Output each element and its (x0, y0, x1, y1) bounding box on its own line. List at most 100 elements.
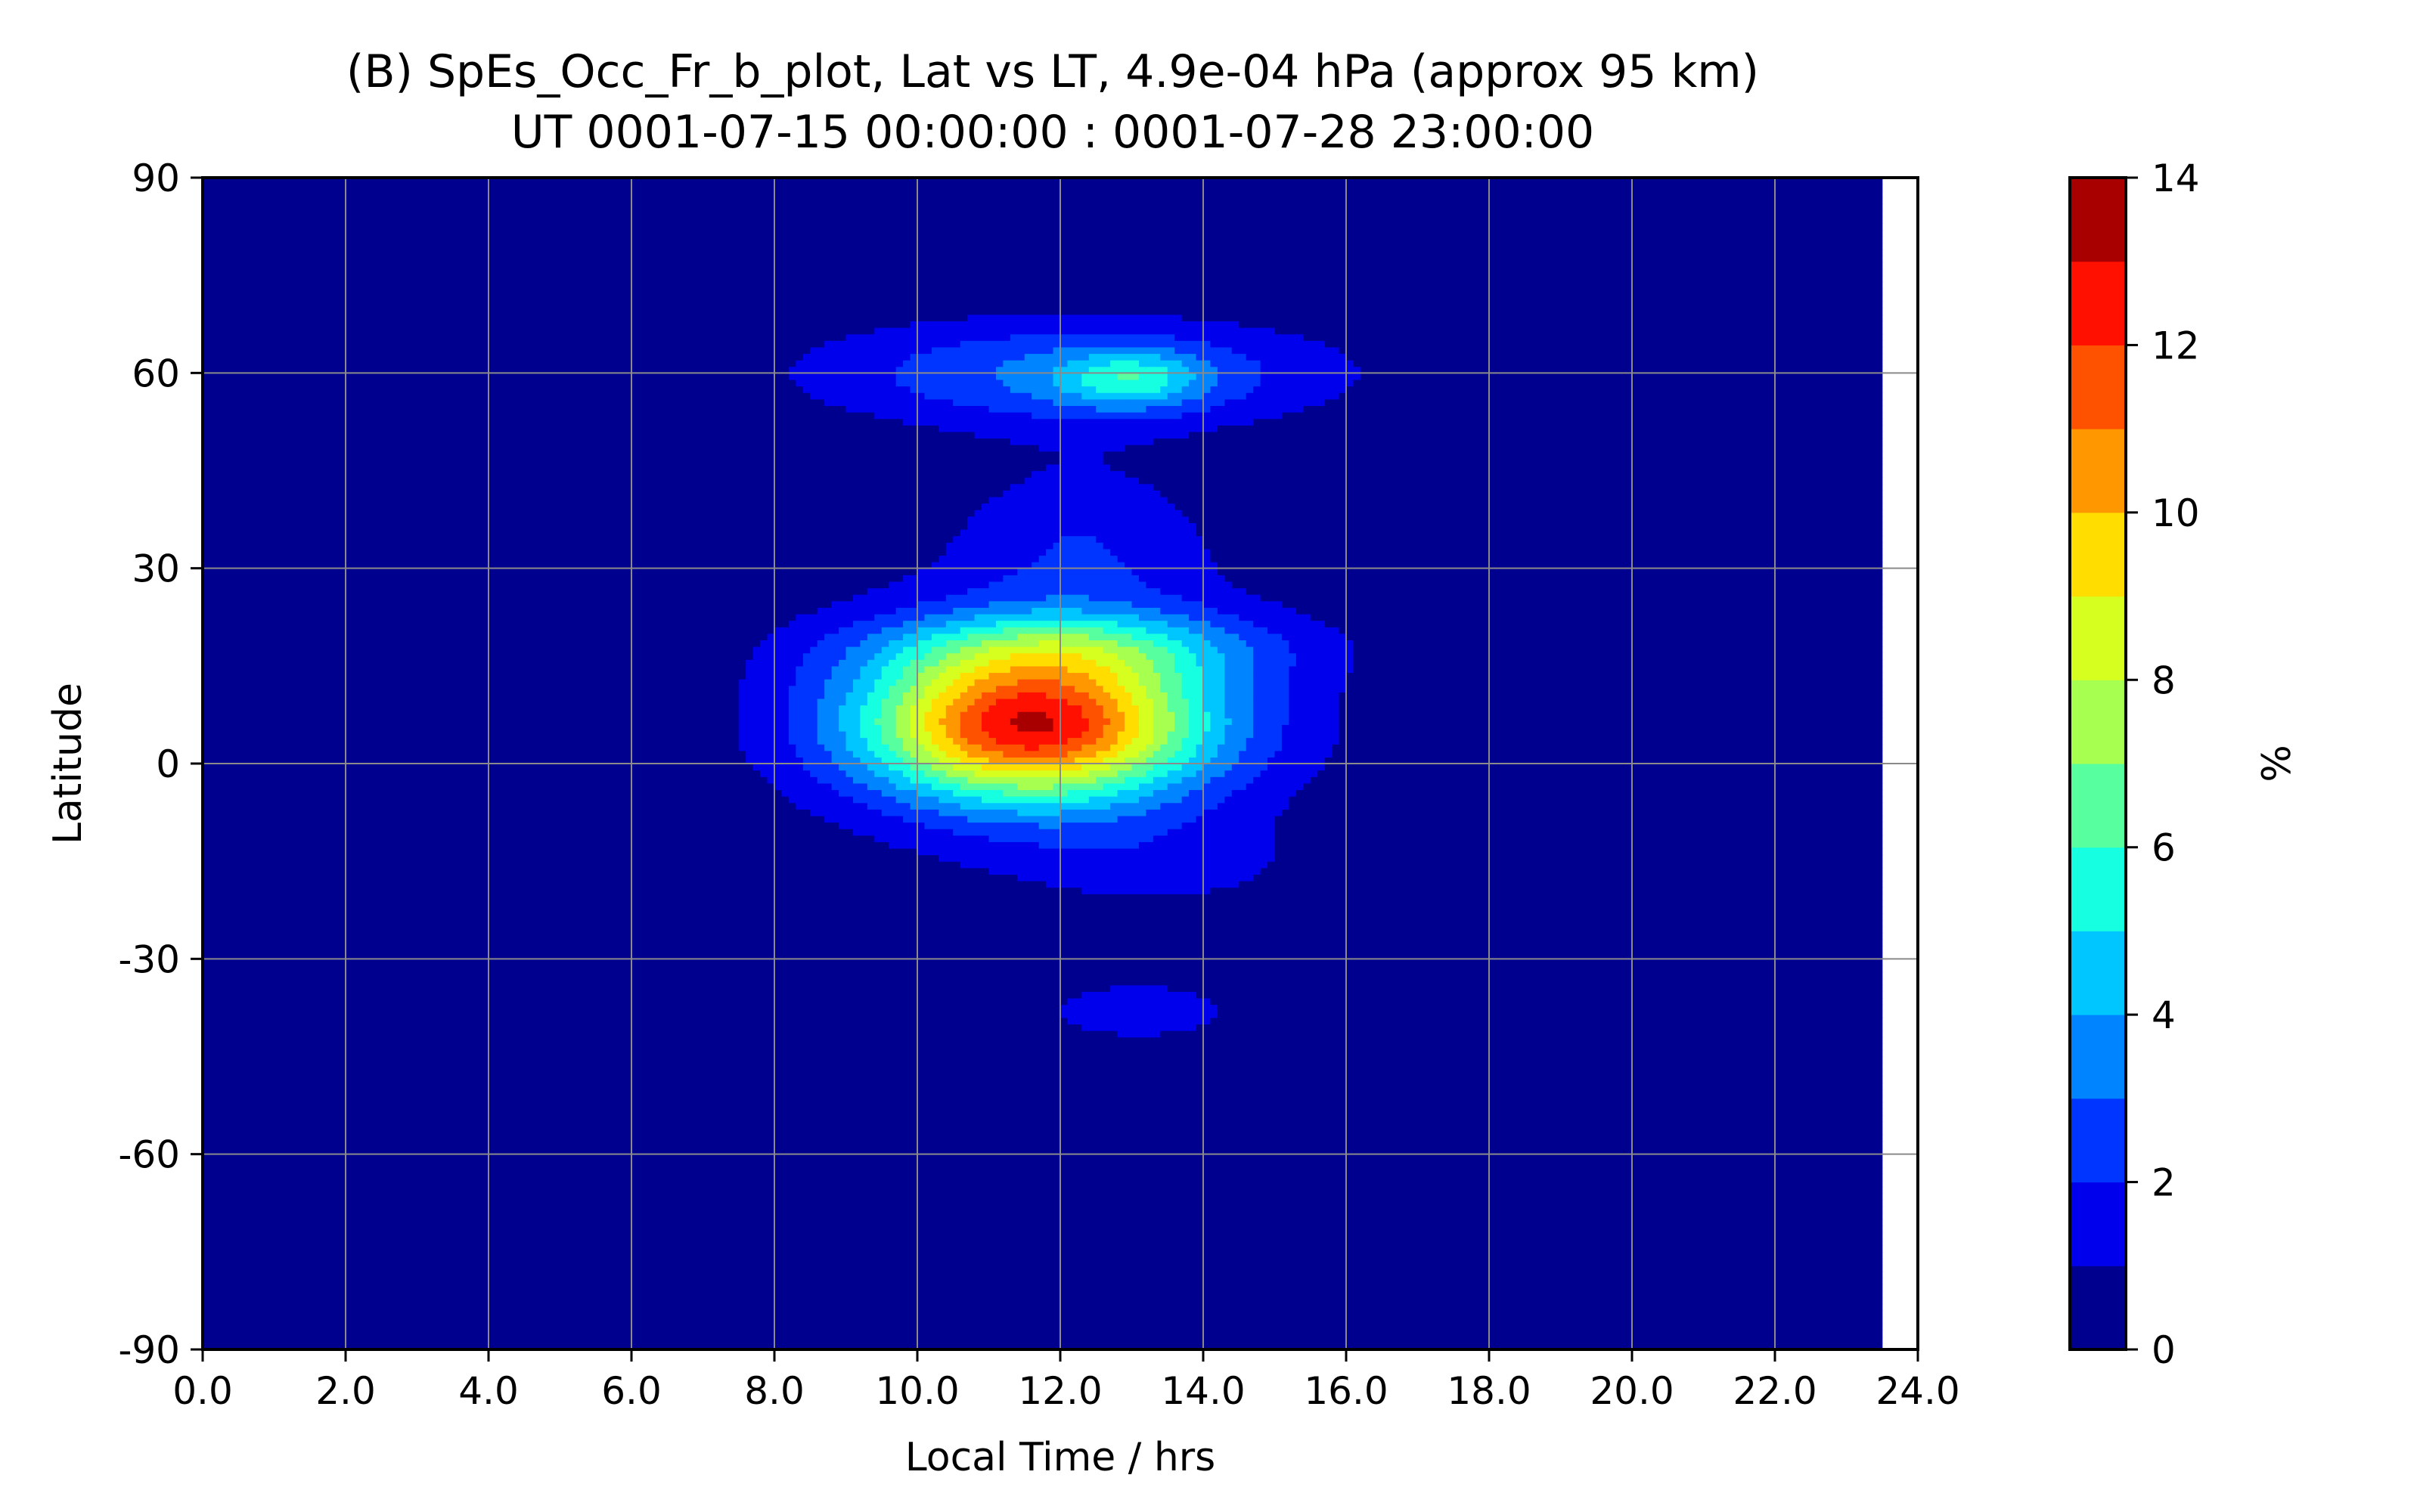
contour-cell (1481, 1343, 1490, 1350)
contour-cell (1103, 1213, 1111, 1220)
contour-cell (1775, 1265, 1783, 1272)
contour-cell (802, 1290, 811, 1298)
contour-cell (760, 1330, 768, 1337)
contour-cell (1761, 1297, 1769, 1305)
contour-cell (1281, 1265, 1289, 1272)
contour-cell (1632, 1343, 1640, 1350)
contour-cell (738, 1251, 746, 1259)
contour-cell (1489, 1336, 1497, 1343)
contour-cell (1210, 1251, 1218, 1259)
contour-cell (417, 1297, 425, 1305)
contour-cell (424, 1219, 432, 1226)
contour-cell (1317, 1330, 1326, 1337)
contour-cell (638, 1290, 647, 1298)
contour-cell (438, 1316, 446, 1325)
contour-cell (852, 1245, 861, 1253)
contour-cell (438, 1323, 446, 1331)
contour-cell (1260, 1258, 1268, 1266)
contour-cell (731, 1258, 740, 1266)
contour-cell (1374, 1225, 1382, 1233)
contour-cell (1396, 1343, 1404, 1350)
contour-cell (1167, 1303, 1175, 1311)
contour-cell (1396, 1258, 1404, 1266)
contour-cell (502, 1245, 510, 1253)
contour-cell (1581, 1245, 1590, 1253)
contour-cell (845, 1303, 854, 1311)
contour-cell (417, 1225, 425, 1233)
contour-cell (346, 1206, 354, 1213)
contour-cell (1295, 1330, 1304, 1337)
contour-cell (831, 1258, 839, 1266)
contour-cell (1496, 1278, 1504, 1285)
contour-cell (417, 1330, 425, 1337)
contour-cell (631, 1323, 640, 1331)
contour-cell (1367, 1336, 1376, 1343)
contour-cell (1181, 1251, 1190, 1259)
contour-cell (709, 1219, 718, 1226)
contour-cell (1167, 1278, 1175, 1285)
contour-cell (1210, 1271, 1218, 1278)
contour-cell (481, 1271, 489, 1278)
contour-cell (359, 1343, 368, 1350)
contour-cell (717, 1284, 725, 1292)
contour-cell (367, 1251, 375, 1259)
contour-cell (367, 1258, 375, 1266)
contour-cell (1467, 1290, 1475, 1298)
contour-cell (624, 1219, 632, 1226)
contour-cell (746, 1245, 754, 1253)
contour-cell (1103, 1245, 1111, 1253)
contour-cell (1653, 1213, 1661, 1220)
contour-cell (1475, 1258, 1483, 1266)
contour-cell (1553, 1271, 1562, 1278)
contour-cell (824, 1343, 833, 1350)
contour-cell (1674, 1323, 1683, 1331)
contour-cell (238, 1213, 247, 1220)
contour-cell (489, 1290, 497, 1298)
contour-cell (1803, 1251, 1811, 1259)
contour-cell (1696, 1297, 1705, 1305)
contour-cell (1674, 1316, 1683, 1325)
contour-cell (1717, 1316, 1726, 1325)
contour-cell (1346, 1232, 1354, 1240)
contour-cell (1825, 1251, 1833, 1259)
contour-cell (1339, 1232, 1347, 1240)
contour-cell (367, 1343, 375, 1350)
contour-cell (288, 1316, 296, 1325)
contour-cell (253, 1219, 261, 1226)
contour-cell (402, 1219, 411, 1226)
contour-cell (352, 1343, 361, 1350)
contour-cell (910, 1330, 918, 1337)
contour-cell (510, 1245, 518, 1253)
contour-cell (917, 1225, 926, 1233)
contour-cell (1231, 1251, 1239, 1259)
contour-cell (524, 1219, 532, 1226)
contour-cell (1224, 1297, 1233, 1305)
contour-cell (802, 1316, 811, 1325)
contour-cell (1789, 1225, 1797, 1233)
contour-cell (1110, 1225, 1118, 1233)
contour-cell (1489, 1225, 1497, 1233)
contour-cell (489, 1316, 497, 1325)
contour-cell (709, 1310, 718, 1318)
contour-cell (1231, 1265, 1239, 1272)
contour-cell (1796, 1225, 1804, 1233)
contour-cell (417, 1245, 425, 1253)
contour-cell (238, 1245, 247, 1253)
contour-cell (259, 1323, 268, 1331)
contour-cell (431, 1316, 439, 1325)
contour-cell (574, 1232, 582, 1240)
contour-cell (824, 1258, 833, 1266)
contour-cell (267, 1284, 275, 1292)
contour-cell (1603, 1330, 1612, 1337)
contour-cell (1167, 1336, 1175, 1343)
contour-cell (1703, 1232, 1711, 1240)
contour-cell (1653, 1258, 1661, 1266)
contour-cell (1117, 1265, 1125, 1272)
contour-cell (1060, 1238, 1069, 1246)
contour-cell (895, 1310, 904, 1318)
contour-cell (1353, 1343, 1361, 1350)
contour-cell (1317, 1265, 1326, 1272)
contour-cell (1696, 1330, 1705, 1337)
contour-cell (338, 1343, 346, 1350)
contour-cell (374, 1278, 382, 1285)
